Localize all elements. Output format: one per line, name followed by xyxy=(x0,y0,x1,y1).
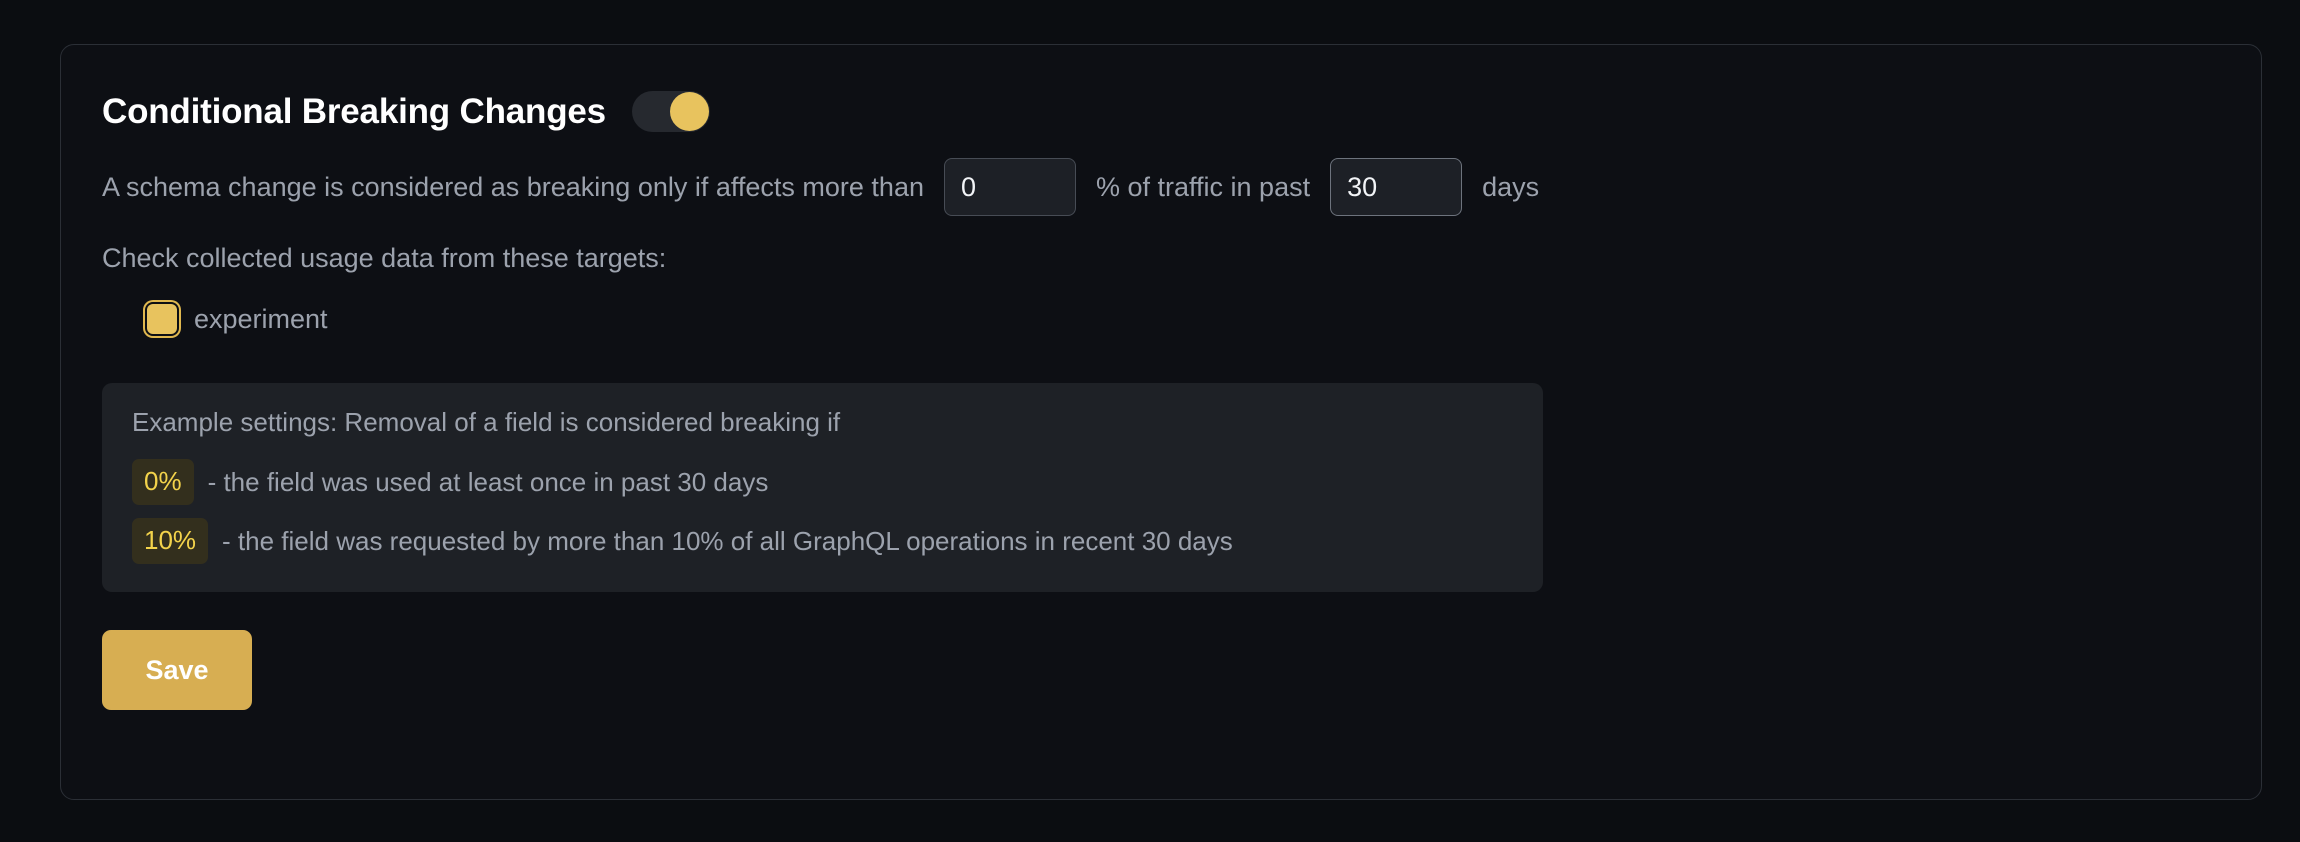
threshold-settings-row: A schema change is considered as breakin… xyxy=(102,158,2261,216)
targets-label: Check collected usage data from these ta… xyxy=(102,243,667,273)
example-heading: Example settings: Removal of a field is … xyxy=(132,407,841,437)
card-header: Conditional Breaking Changes xyxy=(102,91,2261,132)
example-line: 0% - the field was used at least once in… xyxy=(132,459,1513,505)
example-badge: 10% xyxy=(132,518,209,564)
example-line-text: - the field was used at least once in pa… xyxy=(207,467,769,497)
card-content: Conditional Breaking Changes A schema ch… xyxy=(61,45,2261,710)
example-badge: 0% xyxy=(132,459,194,505)
page-title: Conditional Breaking Changes xyxy=(102,92,606,131)
conditional-breaking-changes-card: Conditional Breaking Changes A schema ch… xyxy=(60,44,2262,800)
threshold-description-middle: % of traffic in past xyxy=(1095,171,1311,202)
example-settings-box: Example settings: Removal of a field is … xyxy=(102,383,1543,592)
threshold-description-suffix: days xyxy=(1482,171,1540,202)
days-input[interactable] xyxy=(1330,158,1463,216)
percentage-input[interactable] xyxy=(943,158,1076,216)
target-checkbox-experiment[interactable] xyxy=(147,304,177,334)
target-label-experiment: experiment xyxy=(194,303,328,334)
example-line-text: - the field was requested by more than 1… xyxy=(222,526,1233,556)
example-line: 10% - the field was requested by more th… xyxy=(132,518,1513,564)
save-button[interactable]: Save xyxy=(102,630,252,710)
conditional-breaking-changes-toggle[interactable] xyxy=(631,91,710,132)
toggle-knob-icon xyxy=(669,92,709,131)
target-item-experiment[interactable]: experiment xyxy=(147,304,2261,334)
threshold-description-prefix: A schema change is considered as breakin… xyxy=(102,171,924,202)
